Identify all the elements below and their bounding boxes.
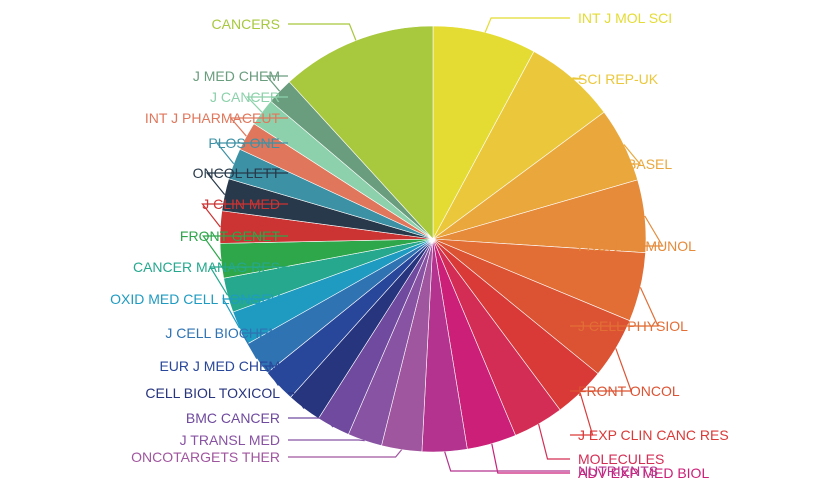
- leader-line-j-med-chem: [265, 75, 288, 92]
- leader-line-cells-basel: [570, 144, 642, 165]
- slice-label-oncol-lett: ONCOL LETT: [193, 165, 281, 181]
- leader-line-cancer-manag-res: [209, 266, 288, 296]
- leader-line-j-cancer: [245, 96, 288, 113]
- leader-line-j-cell-biochem: [240, 332, 288, 360]
- slice-cancers[interactable]: [288, 25, 434, 240]
- leader-line-front-genet: [202, 235, 288, 262]
- leader-line-j-cell-physiol: [570, 287, 659, 327]
- slice-label-j-cancer: J CANCER: [210, 89, 280, 105]
- slice-label-nutrients: NUTRIENTS: [578, 463, 658, 479]
- slice-label-oncotargets-ther: ONCOTARGETS THER: [131, 449, 280, 465]
- leader-line-nutrients: [444, 451, 570, 472]
- slice-label-cell-biol-toxicol: CELL BIOL TOXICOL: [145, 385, 280, 401]
- slice-label-int-j-mol-sci: INT J MOL SCI: [578, 10, 672, 26]
- slice-label-j-cell-physiol: J CELL PHYSIOL: [578, 318, 688, 334]
- slice-label-oxid-med-cell-longev: OXID MED CELL LONGEV: [110, 291, 281, 307]
- leader-line-oncol-lett: [205, 172, 288, 195]
- slice-label-j-cell-biochem: J CELL BIOCHEM: [165, 325, 280, 341]
- slice-label-int-j-pharmaceut: INT J PHARMACEUT: [145, 110, 281, 126]
- leader-line-bmc-cancer: [288, 417, 334, 428]
- leader-line-front-oncol: [570, 348, 633, 392]
- leader-line-j-clin-med: [201, 203, 288, 228]
- leader-line-cell-biol-toxicol: [288, 392, 305, 409]
- slice-label-front-immunol: FRONT IMMUNOL: [578, 238, 696, 254]
- leader-line-adv-exp-med-biol: [491, 443, 570, 474]
- slice-label-cancer-manag-res: CANCER MANAG RES: [133, 259, 280, 275]
- leader-line-oncotargets-ther: [288, 449, 403, 458]
- slice-label-j-med-chem: J MED CHEM: [193, 68, 280, 84]
- leader-line-eur-j-med-chem: [264, 365, 288, 386]
- leader-line-front-immunol: [570, 215, 664, 247]
- slice-label-front-genet: FRONT GENET: [180, 228, 281, 244]
- slice-label-j-transl-med: J TRANSL MED: [180, 432, 280, 448]
- leader-line-molecules: [538, 423, 570, 460]
- slice-label-molecules: MOLECULES: [578, 451, 664, 467]
- slice-label-adv-exp-med-biol: ADV EXP MED BIOL: [578, 465, 709, 481]
- leader-line-plos-one: [215, 142, 288, 165]
- slice-int-j-mol-sci[interactable]: [432, 25, 535, 240]
- leader-line-j-transl-med: [288, 439, 365, 442]
- slice-label-plos-one: PLOS ONE: [208, 135, 280, 151]
- leader-line-int-j-mol-sci: [484, 17, 570, 33]
- slice-label-eur-j-med-chem: EUR J MED CHEM: [159, 358, 280, 374]
- leader-line-oxid-med-cell-longev: [222, 298, 288, 329]
- leader-line-int-j-pharmaceut: [229, 117, 288, 137]
- slice-label-j-clin-med: J CLIN MED: [202, 196, 280, 212]
- leader-line-j-exp-clin-canc-res: [570, 392, 594, 436]
- slice-label-front-oncol: FRONT ONCOL: [578, 383, 680, 399]
- slice-label-cells-basel: CELLS-BASEL: [578, 156, 672, 172]
- slice-label-j-exp-clin-canc-res: J EXP CLIN CANC RES: [578, 427, 729, 443]
- slice-label-bmc-cancer: BMC CANCER: [186, 410, 280, 426]
- slice-label-sci-rep-uk: SCI REP-UK: [578, 71, 659, 87]
- leader-line-cancers: [288, 23, 357, 41]
- slice-label-cancers: CANCERS: [212, 16, 280, 32]
- leader-line-sci-rep-uk: [570, 77, 585, 80]
